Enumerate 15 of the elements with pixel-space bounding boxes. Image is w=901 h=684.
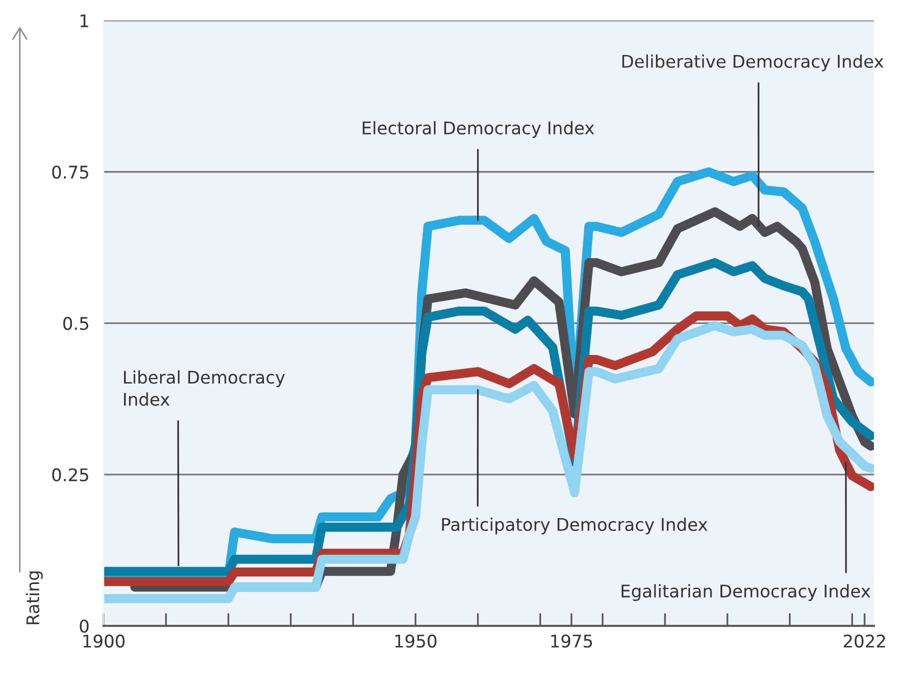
annotation: Electoral Democracy Index — [362, 121, 594, 138]
y-tick-label: 0.75 — [52, 166, 88, 179]
y-tick-label: 1 — [80, 14, 88, 28]
x-tick-label: 1900 — [83, 634, 125, 648]
y-tick-label: 0.5 — [63, 316, 88, 330]
x-tick-label: 1950 — [395, 634, 436, 648]
annotation: Participatory Democracy Index — [442, 518, 708, 534]
x-tick-label: 2022 — [844, 634, 885, 648]
annotation: Egalitarian Democracy Index — [622, 584, 870, 601]
annotation: Deliberative Democracy Index — [622, 54, 884, 72]
x-tick-label: 1975 — [551, 634, 592, 648]
annotation: Liberal Democracy Index — [124, 370, 285, 406]
y-tick-label: 0.25 — [52, 468, 88, 482]
y-tick-label: 0 — [80, 620, 89, 633]
y-axis-title: Rating — [26, 571, 43, 624]
